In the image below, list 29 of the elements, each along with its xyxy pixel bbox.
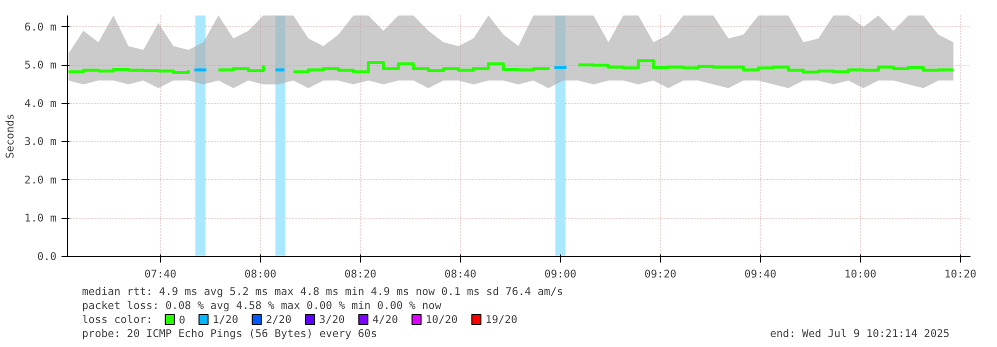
x-tick-label: 10:00: [844, 268, 876, 280]
x-tick-label: 08:20: [344, 268, 376, 280]
legend-label: 19/20: [485, 313, 518, 326]
x-tick-label: 09:20: [644, 268, 676, 280]
legend-label: 2/20: [266, 313, 292, 326]
legend-label: 3/20: [319, 313, 345, 326]
x-tick-label: 07:40: [144, 268, 176, 280]
x-tick-label: 09:40: [744, 268, 776, 280]
legend-label: 0: [178, 314, 186, 326]
y-tick-label: 1.0 m: [24, 212, 56, 225]
text: median rtt: 4.9 ms avg 5.2 ms max 4.8 ms min 4.9 ms now 0.1 ms sd 76.4 am/s: [82, 285, 564, 298]
text: packet loss: 0.08 % avg 4.58 % max 0.00 % min 0.00 % now: [82, 299, 442, 312]
legend-label: 1/20: [212, 313, 238, 326]
x-tick-label: 09:00: [544, 268, 576, 280]
x-tick-label: 08:00: [244, 268, 276, 280]
text: probe: 20 ICMP Echo Pings (56 Bytes) every 60s: [82, 327, 378, 340]
text: end: Wed Jul 9 10:21:14 2025: [770, 327, 950, 340]
y-tick-label: 5.0 m: [24, 58, 56, 72]
y-tick-label: 2.0 m: [24, 173, 56, 186]
legend-label: 10/20: [426, 313, 458, 326]
legend-title: loss color:: [82, 313, 153, 326]
y-tick-label: 4.0 m: [24, 96, 56, 110]
legend-label: 4/20: [372, 313, 398, 326]
y-tick-label: 3.0 m: [24, 135, 56, 148]
y-axis-title: Seconds: [3, 114, 16, 158]
x-tick-label: 10:20: [944, 268, 976, 280]
x-tick-label: 08:40: [444, 268, 476, 280]
y-tick-label: 0.0: [37, 250, 57, 263]
y-tick-label: 6.0 m: [24, 20, 56, 34]
